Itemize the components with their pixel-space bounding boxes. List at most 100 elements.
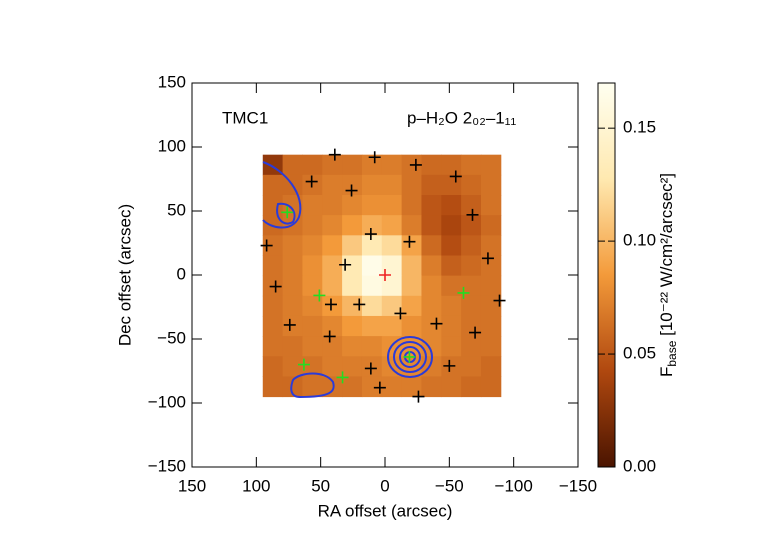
- heatmap-cell: [441, 275, 462, 297]
- contour: [387, 336, 433, 378]
- heatmap-cell: [282, 315, 303, 337]
- heatmap-cell: [322, 315, 343, 337]
- heatmap-cell: [322, 215, 343, 236]
- heatmap-cell: [401, 275, 422, 297]
- heatmap-cell: [421, 356, 442, 377]
- y-tick-label: 0: [177, 264, 186, 283]
- heatmap-cell: [480, 215, 502, 236]
- contours: [262, 161, 433, 399]
- line-label: p–H₂O 2₀₂–1₁₁: [407, 108, 516, 127]
- heatmap-cell: [302, 174, 323, 196]
- heatmap-cell: [262, 376, 284, 398]
- contour: [262, 161, 302, 229]
- heatmap-cell: [461, 235, 482, 256]
- heatmap-cell: [461, 336, 482, 357]
- heatmap-cell: [401, 376, 422, 398]
- heatmap-cell: [441, 215, 462, 236]
- pointing-marker: [469, 326, 482, 339]
- heatmap-cell: [282, 376, 303, 398]
- colorbar-label-rest: [10⁻²² W/cm²/arcsec²]: [657, 173, 676, 341]
- x-tick-label: −50: [435, 476, 464, 495]
- heatmap-cell: [381, 255, 403, 277]
- heatmap-cell: [421, 235, 442, 256]
- pointing-marker: [373, 381, 386, 394]
- heatmap-cell: [441, 174, 462, 196]
- contour: [393, 341, 427, 373]
- pointing-marker: [403, 350, 416, 363]
- pointing-marker: [412, 390, 425, 403]
- pointing-marker: [493, 294, 506, 307]
- y-tick-label: 150: [158, 72, 186, 91]
- heatmap-cell: [401, 174, 422, 196]
- heatmap-cell: [421, 275, 442, 297]
- map-title: TMC1: [222, 108, 268, 127]
- pointing-marker: [324, 298, 337, 311]
- heatmap-cell: [361, 154, 383, 176]
- heatmap-cell: [441, 376, 462, 398]
- heatmap-cell: [282, 336, 303, 357]
- heatmap-cell: [421, 195, 442, 216]
- colorbar-tick-label: 0.10: [623, 231, 656, 250]
- heatmap-cell: [322, 235, 343, 256]
- heatmap-cell: [480, 315, 502, 337]
- pointing-marker: [269, 280, 282, 293]
- pointing-marker: [449, 170, 462, 183]
- y-tick-label: 50: [167, 200, 186, 219]
- heatmap-cell: [262, 235, 284, 256]
- heatmap-cell: [302, 255, 323, 277]
- pointing-marker: [403, 235, 416, 248]
- heatmap-cell: [342, 255, 363, 277]
- y-tick-label: −150: [148, 456, 186, 475]
- pointing-marker: [457, 286, 470, 299]
- heatmap-cell: [441, 255, 462, 277]
- heatmap-cell: [480, 235, 502, 256]
- heatmap-cell: [302, 315, 323, 337]
- heatmap-cell: [322, 174, 343, 196]
- heatmap-cell: [401, 315, 422, 337]
- heatmap-cell: [342, 356, 363, 377]
- x-tick-label: 150: [178, 476, 206, 495]
- pointing-marker: [260, 239, 273, 252]
- heatmap-cell: [262, 174, 284, 196]
- x-tick-label: −150: [559, 476, 597, 495]
- heatmap-cell: [302, 215, 323, 236]
- x-axis-label: RA offset (arcsec): [318, 501, 453, 520]
- pointing-marker: [323, 330, 336, 343]
- heatmap-cell: [480, 376, 502, 398]
- heatmap-cell: [342, 275, 363, 297]
- heatmap-cell: [302, 235, 323, 256]
- heatmap-cell: [480, 336, 502, 357]
- heatmap-cell: [322, 154, 343, 176]
- heatmap-cell: [381, 376, 403, 398]
- heatmap-cell: [282, 235, 303, 256]
- heatmap-cell: [461, 255, 482, 277]
- heatmap-cell: [361, 235, 383, 256]
- colorbar-label-sub: base: [665, 340, 679, 366]
- pointing-marker: [466, 208, 479, 221]
- contour: [399, 346, 421, 368]
- heatmap-cell: [322, 275, 343, 297]
- heatmap-cell: [480, 255, 502, 277]
- heatmap-cell: [282, 255, 303, 277]
- pointing-marker: [379, 269, 391, 281]
- heatmap-cell: [282, 154, 303, 176]
- heatmap-cell: [361, 336, 383, 357]
- colorbar-label: Fbase [10⁻²² W/cm²/arcsec²]: [657, 173, 679, 377]
- pointing-marker: [283, 318, 296, 331]
- heatmap-cell: [381, 154, 403, 176]
- heatmap-cell: [361, 275, 383, 297]
- heatmap-cell: [480, 275, 502, 297]
- heatmap-cell: [282, 275, 303, 297]
- heatmap-cell: [262, 255, 284, 277]
- heatmap-cell: [282, 295, 303, 317]
- heatmap-cell: [282, 356, 303, 377]
- heatmap-cell: [441, 295, 462, 317]
- heatmap-cell: [322, 295, 343, 317]
- heatmap-cell: [421, 315, 442, 337]
- colorbar: [597, 82, 616, 468]
- pointing-marker: [364, 228, 377, 241]
- heatmap-cell: [322, 376, 343, 398]
- heatmap-cell: [342, 376, 363, 398]
- heatmap-cell: [302, 376, 323, 398]
